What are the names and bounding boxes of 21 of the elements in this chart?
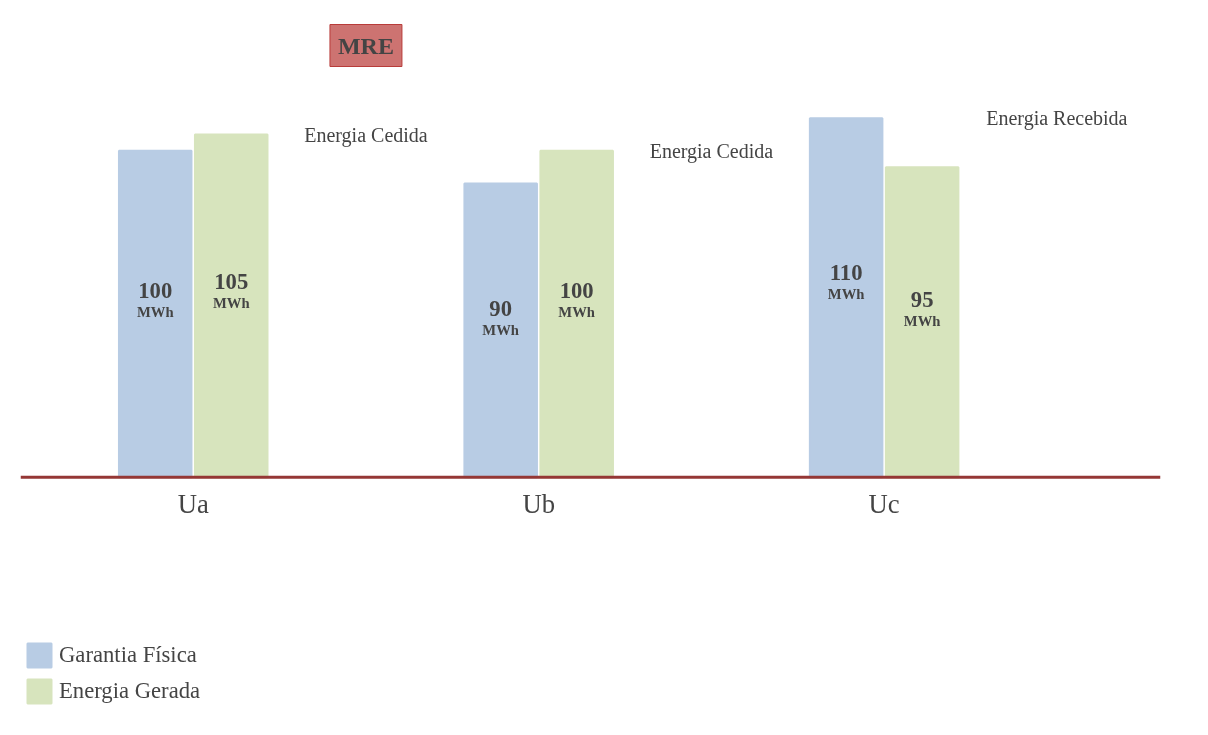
data-label: 95 MWh xyxy=(903,286,941,329)
data-label: 100 MWh xyxy=(136,277,174,320)
data-label: 100 MWh xyxy=(558,277,595,320)
bar xyxy=(117,149,193,479)
data-label: 105 MWh xyxy=(212,268,250,311)
bar xyxy=(193,133,269,479)
bar xyxy=(539,149,614,479)
legend-label: Garantia Física xyxy=(59,642,197,668)
annotation: Energia Recebida xyxy=(986,107,1128,131)
bar xyxy=(808,117,884,479)
x-tick-label: Uc xyxy=(868,489,900,520)
bar xyxy=(884,166,960,479)
text: MRE xyxy=(337,32,394,59)
data-label: 90 MWh xyxy=(482,295,519,338)
legend-label: Energia Gerada xyxy=(59,678,201,704)
annotation: Energia Cedida xyxy=(304,123,428,147)
x-tick-label: Ua xyxy=(177,489,209,520)
x-tick-label: Ub xyxy=(522,489,555,520)
annotation: Energia Cedida xyxy=(649,139,774,163)
bar xyxy=(463,182,538,479)
data-label: 110 MWh xyxy=(827,259,865,302)
